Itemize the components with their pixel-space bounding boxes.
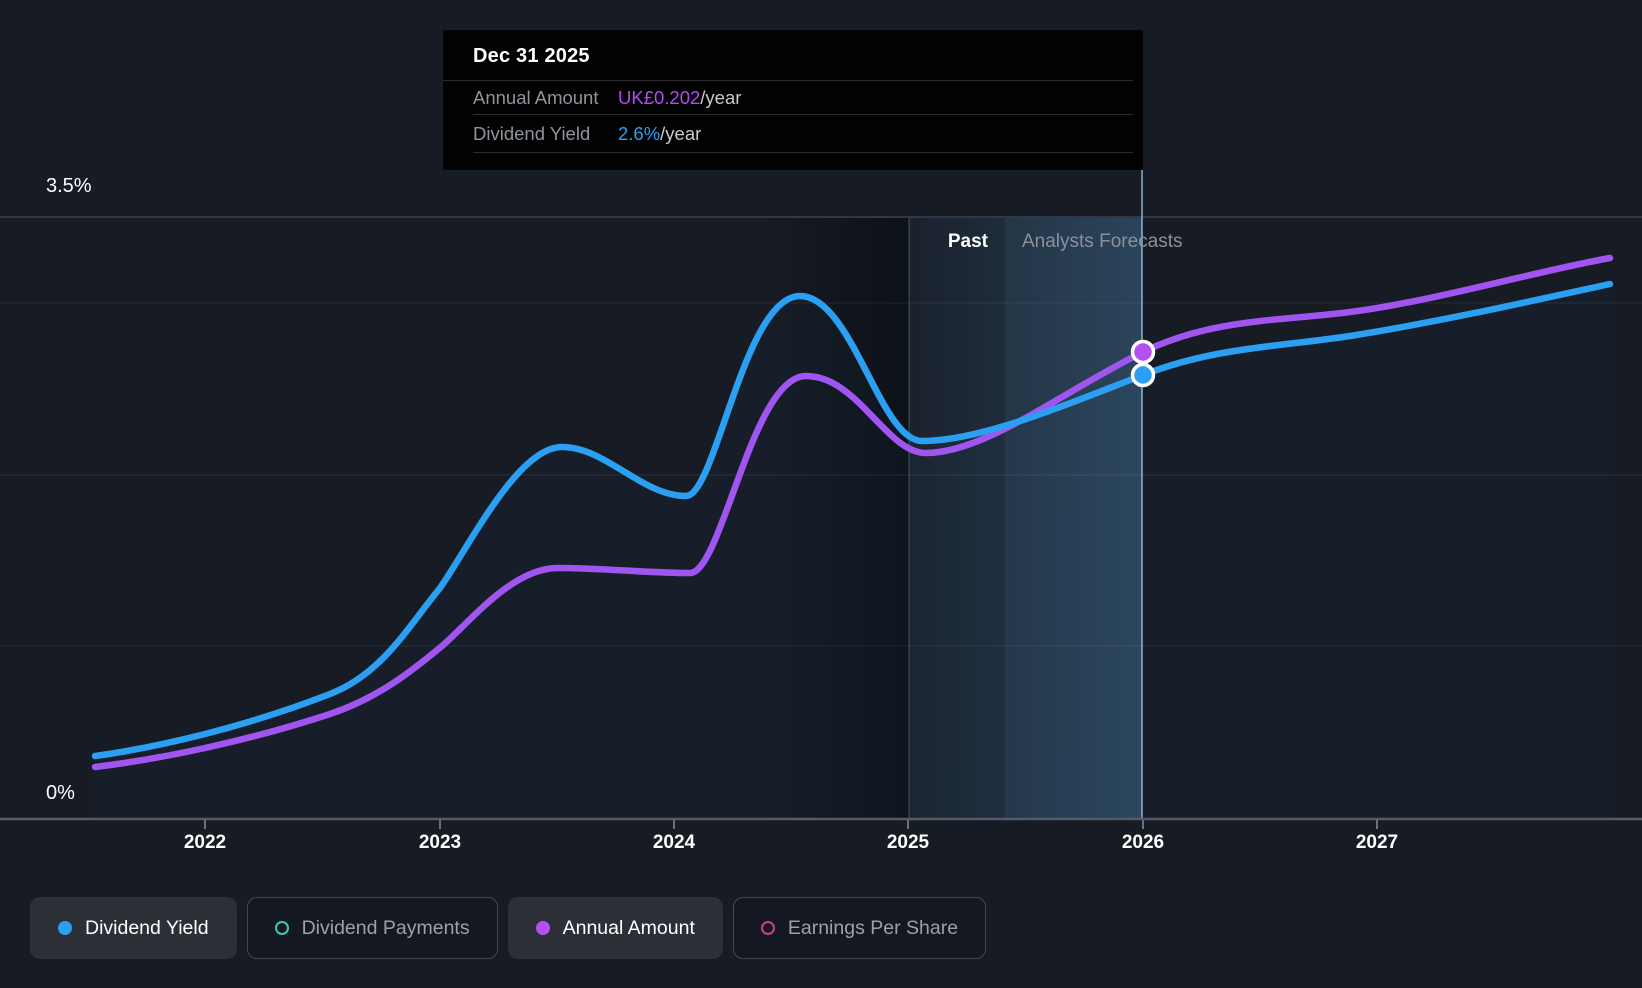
annual-amount-line bbox=[91, 254, 1614, 771]
y-axis-min-label: 0% bbox=[46, 782, 75, 804]
legend-toggle-dividend-payments[interactable]: Dividend Payments bbox=[246, 897, 498, 959]
earnings-per-share-ring-icon bbox=[760, 921, 775, 935]
tooltip-date: Dec 31 2025 bbox=[443, 30, 1133, 81]
dividend-yield-area bbox=[95, 284, 1610, 819]
legend-bar: Dividend Yield Dividend Payments Annual … bbox=[30, 897, 987, 959]
x-axis-ticks bbox=[204, 820, 1378, 829]
forecast-region-label: Analysts Forecasts bbox=[1022, 231, 1183, 252]
tooltip-row-dividend-yield: Dividend Yield 2.6% /year bbox=[473, 115, 1133, 153]
past-region-label: Past bbox=[947, 231, 988, 252]
legend-toggle-dividend-yield[interactable]: Dividend Yield bbox=[30, 897, 237, 959]
annual-amount-dot-icon bbox=[535, 921, 550, 935]
dividend-yield-dot-icon bbox=[58, 921, 72, 935]
tooltip-suffix: /year bbox=[660, 122, 702, 144]
tooltip-label: Annual Amount bbox=[473, 86, 599, 108]
x-tick-label-2022: 2022 bbox=[183, 832, 227, 853]
tooltip-value: 2.6% bbox=[618, 122, 661, 144]
dividend-yield-line bbox=[91, 280, 1614, 760]
marker-dividend-yield bbox=[1130, 362, 1156, 388]
dividend-payments-ring-icon bbox=[274, 921, 289, 935]
hover-tooltip: Dec 31 2025 Annual Amount UK£0.202 /year… bbox=[443, 30, 1143, 170]
tooltip-label: Dividend Yield bbox=[473, 122, 591, 144]
legend-label: Earnings Per Share bbox=[787, 916, 959, 939]
x-tick-label-2023: 2023 bbox=[418, 832, 462, 853]
legend-toggle-earnings-per-share[interactable]: Earnings Per Share bbox=[732, 897, 987, 959]
tooltip-suffix: /year bbox=[700, 86, 742, 108]
legend-toggle-annual-amount[interactable]: Annual Amount bbox=[507, 897, 723, 959]
x-tick-label-2024: 2024 bbox=[652, 832, 696, 853]
tooltip-value: UK£0.202 bbox=[618, 86, 701, 108]
legend-label: Dividend Payments bbox=[301, 916, 470, 939]
x-tick-label-2025: 2025 bbox=[886, 832, 930, 853]
x-tick-label-2027: 2027 bbox=[1355, 832, 1399, 853]
x-tick-label-2026: 2026 bbox=[1121, 832, 1165, 853]
legend-label: Dividend Yield bbox=[85, 916, 209, 939]
marker-annual-amount bbox=[1130, 339, 1156, 365]
legend-label: Annual Amount bbox=[562, 916, 695, 939]
tooltip-row-annual-amount: Annual Amount UK£0.202 /year bbox=[473, 81, 1133, 115]
y-axis-max-label: 3.5% bbox=[46, 175, 92, 197]
